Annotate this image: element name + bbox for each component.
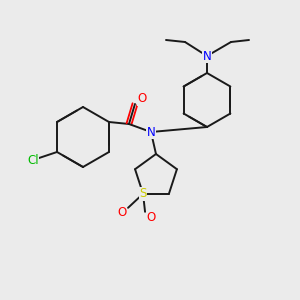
Text: O: O bbox=[146, 211, 156, 224]
Text: O: O bbox=[117, 206, 127, 219]
Text: Cl: Cl bbox=[27, 154, 39, 166]
Text: S: S bbox=[140, 187, 147, 200]
Text: O: O bbox=[137, 92, 147, 106]
Text: N: N bbox=[202, 50, 211, 62]
Text: N: N bbox=[147, 125, 155, 139]
